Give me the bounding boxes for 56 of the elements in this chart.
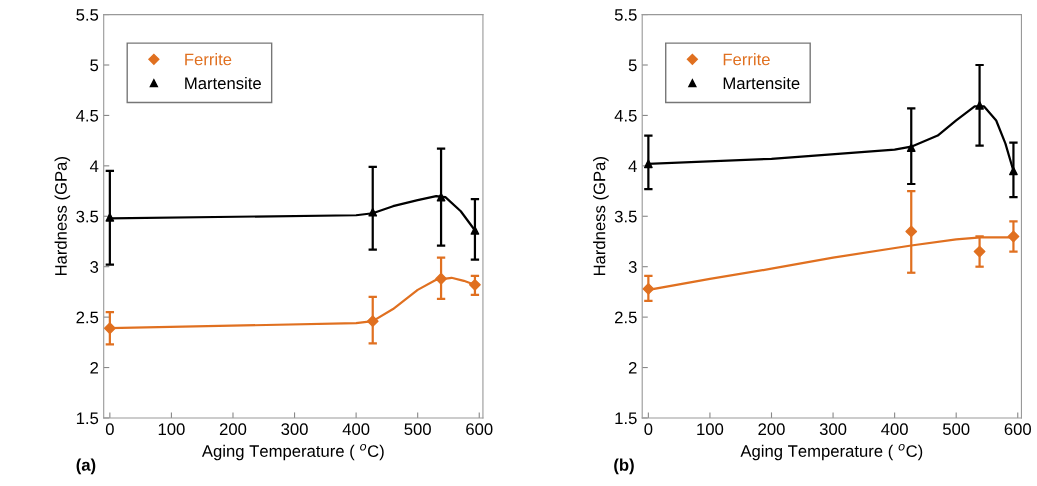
y-tick-label: 2	[90, 361, 98, 374]
x-tick-label: 0	[105, 423, 114, 436]
y-tick-label: 1.5	[615, 412, 637, 425]
y-axis-title: Hardness (GPa)	[54, 157, 71, 276]
x-tick-label: 500	[942, 423, 970, 436]
y-tick-label: 3.5	[614, 210, 637, 223]
text: (b)	[614, 458, 634, 475]
point	[973, 245, 986, 258]
x-tick-label: 600	[1004, 423, 1031, 436]
y-tick-label: 2	[628, 361, 637, 374]
x-tick-label: 100	[158, 423, 185, 436]
y-tick-label: 2.5	[615, 311, 637, 324]
x-tick-label: 300	[281, 423, 308, 436]
point	[643, 159, 653, 169]
y-tick-label: 4.5	[614, 110, 637, 122]
x-tick-label: 500	[404, 423, 431, 436]
y-tick-label: 3	[628, 261, 637, 273]
y-axis-title: Hardness (GPa)	[593, 157, 609, 276]
x-tick-label: 400	[342, 423, 370, 436]
legend-label: Martensite	[723, 76, 800, 90]
point	[469, 278, 481, 291]
y-tick-label: 4	[628, 160, 637, 172]
legend-label: Ferrite	[723, 53, 770, 66]
point	[1007, 230, 1020, 243]
x-tick-label: 200	[758, 423, 785, 436]
x-tick-label: 100	[697, 423, 724, 436]
y-tick-label: 5.5	[614, 9, 637, 21]
x-axis-title: Aging Temperature ( $^{o}$C)	[201, 443, 384, 461]
point	[642, 282, 655, 295]
point	[470, 226, 480, 235]
point	[1009, 166, 1018, 176]
legend-label: Martensite	[185, 76, 261, 90]
x-tick-label: 300	[819, 423, 847, 436]
y-tick-label: 3	[90, 261, 99, 273]
x-tick-label: 200	[219, 423, 247, 436]
point	[905, 225, 918, 238]
y-tick-label: 5	[90, 59, 99, 72]
y-tick-label: 4.5	[76, 110, 99, 122]
point	[906, 143, 916, 153]
point	[368, 207, 378, 217]
text: (a)	[76, 458, 96, 475]
y-tick-label: 4	[89, 160, 99, 172]
point	[435, 272, 447, 285]
point	[103, 322, 116, 335]
point	[975, 100, 984, 110]
y-tick-label: 2.5	[76, 311, 99, 324]
x-tick-label: 0	[644, 423, 653, 436]
x-tick-label: 400	[881, 423, 908, 436]
y-tick-label: 3.5	[76, 210, 99, 223]
y-tick-label: 5	[628, 59, 637, 72]
legend-label: Ferrite	[185, 53, 232, 66]
point	[366, 315, 379, 328]
y-tick-label: 1.5	[76, 412, 99, 425]
x-axis-title: Aging Temperature ( $^{o}$C)	[740, 443, 923, 461]
y-tick-label: 5.5	[76, 9, 99, 21]
x-tick-label: 600	[466, 423, 493, 436]
